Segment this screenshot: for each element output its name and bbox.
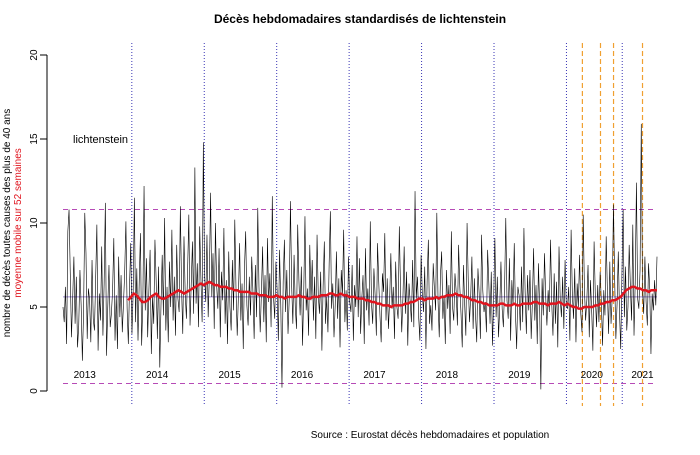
country-annotation: lichtenstein bbox=[73, 134, 128, 146]
y-axis-ticks: 0 5 10 15 20 bbox=[29, 49, 47, 394]
y-tick-label-1: 5 bbox=[29, 304, 40, 310]
weekly-deaths-line bbox=[62, 123, 658, 390]
year-labels: 2013 2014 2015 2016 2017 2018 2019 2020 2021 bbox=[74, 370, 654, 381]
year-label-2013: 2013 bbox=[74, 370, 97, 381]
y-axis-label: nombre de décès toutes causes des plus d… bbox=[2, 109, 13, 337]
year-label-2021: 2021 bbox=[631, 370, 654, 381]
source-note: Source : Eurostat décès hebdomadaires et… bbox=[311, 430, 550, 441]
year-label-2019: 2019 bbox=[508, 370, 531, 381]
y-tick-label-2: 10 bbox=[29, 217, 40, 229]
chart-title: Décès hebdomadaires standardisés de lich… bbox=[214, 12, 506, 26]
year-separator-lines bbox=[131, 43, 644, 406]
year-label-2014: 2014 bbox=[146, 370, 169, 381]
year-label-2017: 2017 bbox=[363, 370, 386, 381]
year-label-2018: 2018 bbox=[436, 370, 459, 381]
year-label-2020: 2020 bbox=[581, 370, 604, 381]
year-label-2016: 2016 bbox=[291, 370, 314, 381]
year-label-2015: 2015 bbox=[218, 370, 241, 381]
y-tick-label-0: 0 bbox=[29, 388, 40, 394]
y-tick-label-3: 15 bbox=[29, 133, 40, 145]
y-tick-label-4: 20 bbox=[29, 49, 40, 61]
y-axis-label-moving-average: moyenne mobile sur 52 semaines bbox=[13, 148, 24, 298]
moving-average-line bbox=[127, 280, 657, 310]
series-group bbox=[62, 123, 658, 390]
